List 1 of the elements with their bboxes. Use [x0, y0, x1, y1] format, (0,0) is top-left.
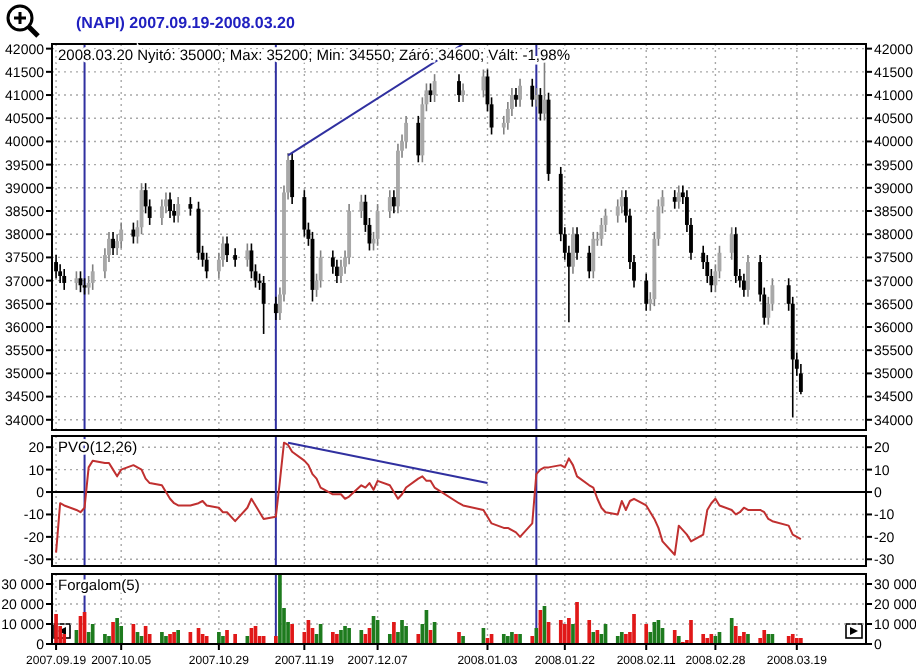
chart-title: (NAPI) 2007.09.19-2008.03.20	[76, 14, 296, 32]
